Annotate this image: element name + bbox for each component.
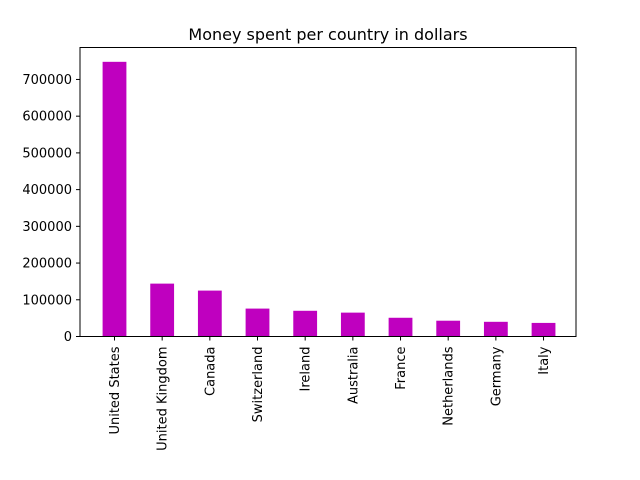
y-tick-label: 200000	[22, 257, 72, 272]
axes-layer	[79, 47, 577, 337]
y-tick-label: 100000	[22, 293, 72, 308]
y-tick-label: 0	[64, 330, 72, 345]
x-tick-label: Netherlands	[442, 346, 457, 425]
bar-switzerland	[245, 308, 270, 337]
bar-france	[388, 317, 413, 337]
x-tick-label: Canada	[203, 347, 218, 396]
y-tick-label: 700000	[22, 73, 72, 88]
x-tick-label: Italy	[537, 346, 552, 375]
x-tick-label: Australia	[346, 347, 361, 405]
y-axis-ticks: 0 100000 200000 300000 400000 500000 600000 700…	[22, 73, 80, 345]
y-tick-label: 300000	[22, 220, 72, 235]
y-tick-label: 500000	[22, 146, 72, 161]
bar-australia	[340, 312, 365, 337]
x-tick-label: France	[394, 347, 409, 390]
bar-germany	[483, 321, 508, 337]
bar-ireland	[293, 310, 318, 337]
bar-netherlands	[436, 320, 461, 337]
x-axis-ticks: United States United Kingdom Canada Switzer…	[108, 336, 552, 451]
plot-frame	[79, 47, 577, 337]
x-tick-label: United States	[108, 346, 123, 434]
chart-title: Money spent per country in dollars	[188, 25, 467, 44]
bar-canada	[197, 290, 222, 337]
x-tick-label: United Kingdom	[156, 347, 171, 451]
bar-united-states	[102, 61, 127, 337]
x-tick-label: Germany	[489, 346, 504, 406]
bar-united-kingdom	[150, 283, 175, 337]
bars-layer	[102, 61, 556, 337]
x-tick-label: Switzerland	[251, 347, 266, 423]
x-tick-label: Ireland	[299, 347, 314, 392]
bar-italy	[531, 322, 556, 337]
y-tick-label: 600000	[22, 110, 72, 125]
y-tick-label: 400000	[22, 183, 72, 198]
